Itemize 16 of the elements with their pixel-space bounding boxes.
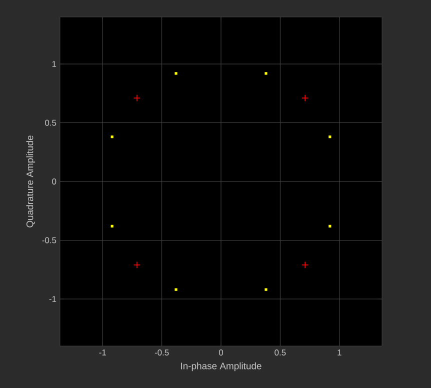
point [301,261,309,269]
x-tick-label: -1 [99,350,106,356]
x-tick-label: -0.5 [154,350,169,356]
y-tick-label: 0 [52,178,56,184]
y-axis-title: Quadrature Amplitude [26,136,36,228]
y-tick-label: -0.5 [42,237,56,244]
x-tick-label: 1 [338,350,342,356]
x-axis-title: In-phase Amplitude [181,362,262,372]
x-tick-label: 0 [218,350,224,356]
y-tick-label: -1 [49,296,56,302]
y-tick-label: 1 [52,61,56,67]
y-tick-label: 0.5 [45,120,56,126]
point [133,94,141,102]
point [133,261,141,269]
point [301,94,309,102]
x-tick-label: 0.5 [274,350,286,356]
